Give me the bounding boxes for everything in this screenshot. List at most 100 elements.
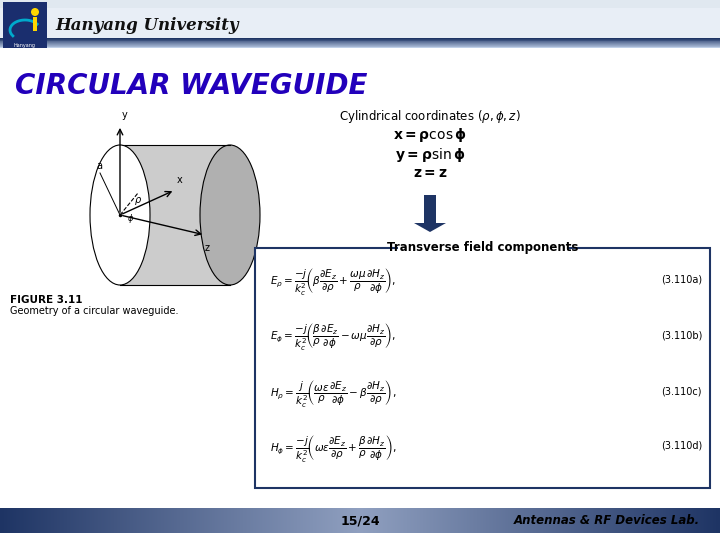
Bar [588, 508, 589, 533]
Bar [345, 508, 346, 533]
Text: y: y [122, 110, 127, 120]
Bar [492, 508, 493, 533]
Bar [7, 508, 8, 533]
Bar [174, 508, 175, 533]
Bar [409, 508, 410, 533]
Bar [531, 508, 532, 533]
Bar [380, 508, 381, 533]
Bar [108, 508, 109, 533]
Bar [445, 508, 446, 533]
Bar [343, 508, 344, 533]
Bar [611, 508, 612, 533]
Bar [176, 508, 177, 533]
Bar [436, 508, 437, 533]
Bar [577, 508, 578, 533]
Bar [245, 508, 246, 533]
Bar [94, 508, 95, 533]
Bar [446, 508, 447, 533]
Bar [97, 508, 98, 533]
Bar [22, 508, 23, 533]
Bar [505, 508, 506, 533]
Bar [0, 36, 720, 37]
Bar [475, 508, 476, 533]
Bar [63, 508, 64, 533]
Bar [474, 508, 475, 533]
Bar [422, 508, 423, 533]
Bar [73, 508, 74, 533]
Bar [213, 508, 214, 533]
Bar [693, 508, 694, 533]
Bar [688, 508, 689, 533]
Bar [691, 508, 692, 533]
Bar [615, 508, 616, 533]
Bar [0, 13, 720, 14]
Bar [143, 508, 144, 533]
Bar [231, 508, 232, 533]
Bar [426, 508, 427, 533]
Bar [644, 508, 645, 533]
Text: $\mathbf{x = \rho\cos\phi}$: $\mathbf{x = \rho\cos\phi}$ [393, 126, 467, 144]
Bar [2, 508, 3, 533]
Bar [660, 508, 661, 533]
Bar [68, 508, 69, 533]
Bar [586, 508, 587, 533]
Bar [262, 508, 263, 533]
Bar [718, 508, 719, 533]
Bar [278, 508, 279, 533]
Bar [336, 508, 337, 533]
Bar [671, 508, 672, 533]
Bar [8, 508, 9, 533]
Bar [557, 508, 558, 533]
Bar [215, 508, 216, 533]
Bar [11, 508, 12, 533]
Bar [0, 9, 720, 10]
Bar [429, 508, 430, 533]
Bar [238, 508, 239, 533]
Bar [317, 508, 318, 533]
Bar [506, 508, 507, 533]
Bar [556, 508, 557, 533]
Bar [663, 508, 664, 533]
Text: Transverse field components: Transverse field components [387, 241, 578, 254]
Bar [403, 508, 404, 533]
Text: $\mathbf{y = \rho\sin\phi}$: $\mathbf{y = \rho\sin\phi}$ [395, 146, 465, 164]
Bar [584, 508, 585, 533]
Bar [548, 508, 549, 533]
Bar [257, 508, 258, 533]
Bar [140, 508, 141, 533]
Bar [522, 508, 523, 533]
Bar [37, 508, 38, 533]
Bar [270, 508, 271, 533]
Text: $\phi$: $\phi$ [127, 212, 134, 225]
Bar [689, 508, 690, 533]
Bar [591, 508, 592, 533]
Polygon shape [120, 145, 230, 285]
Bar [417, 508, 418, 533]
Bar [683, 508, 684, 533]
Bar [435, 508, 436, 533]
Bar [133, 508, 134, 533]
Bar [442, 508, 443, 533]
Bar [71, 508, 72, 533]
Bar [148, 508, 149, 533]
Bar [361, 508, 362, 533]
Bar [381, 508, 382, 533]
Bar [283, 508, 284, 533]
Bar [20, 508, 21, 533]
Bar [632, 508, 633, 533]
Bar [264, 508, 265, 533]
Bar [516, 508, 517, 533]
Bar [0, 26, 720, 27]
Bar [290, 508, 291, 533]
Bar [695, 508, 696, 533]
Bar [597, 508, 598, 533]
Bar [246, 508, 247, 533]
Bar [356, 508, 357, 533]
Bar [315, 508, 316, 533]
Bar [9, 508, 10, 533]
Bar [692, 508, 693, 533]
Bar [543, 508, 544, 533]
Bar [354, 508, 355, 533]
Bar [84, 508, 85, 533]
Bar [534, 508, 535, 533]
